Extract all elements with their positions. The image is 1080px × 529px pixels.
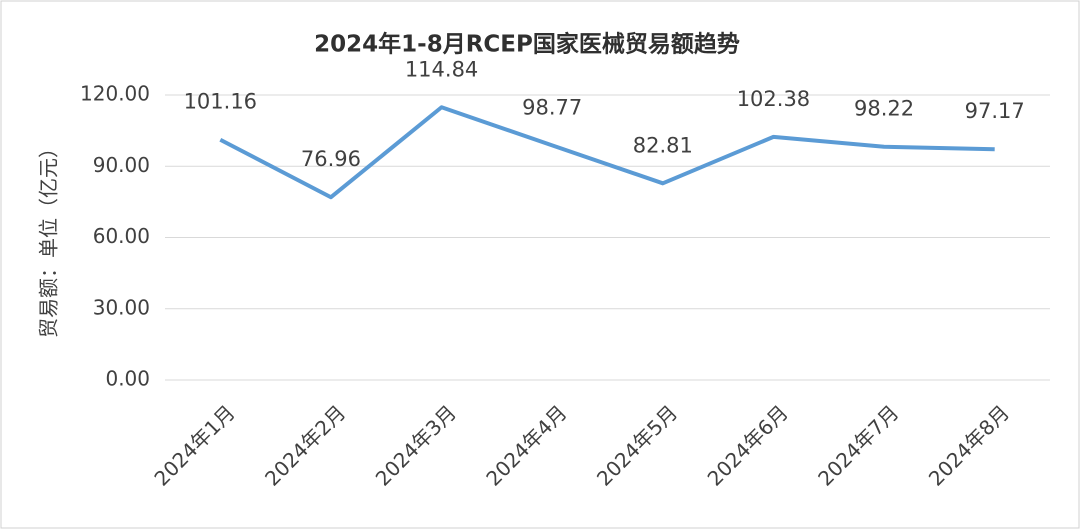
data-label: 101.16: [184, 90, 257, 114]
data-label: 98.22: [854, 97, 914, 121]
data-label: 82.81: [633, 133, 693, 157]
data-label: 98.77: [522, 95, 582, 119]
chart-title: 2024年1-8月RCEP国家医械贸易额趋势: [314, 31, 740, 58]
data-label: 102.38: [737, 87, 810, 111]
y-tick-label: 30.00: [93, 295, 150, 319]
data-label: 97.17: [965, 99, 1025, 123]
y-tick-label: 60.00: [93, 224, 150, 248]
y-tick-label: 90.00: [93, 153, 150, 177]
y-axis-label: 贸易额：单位（亿元）: [37, 138, 61, 338]
y-tick-label: 0.00: [105, 367, 150, 391]
data-label: 76.96: [301, 147, 361, 171]
data-label: 114.84: [405, 57, 478, 81]
y-tick-label: 120.00: [80, 82, 150, 106]
line: [219, 105, 995, 200]
